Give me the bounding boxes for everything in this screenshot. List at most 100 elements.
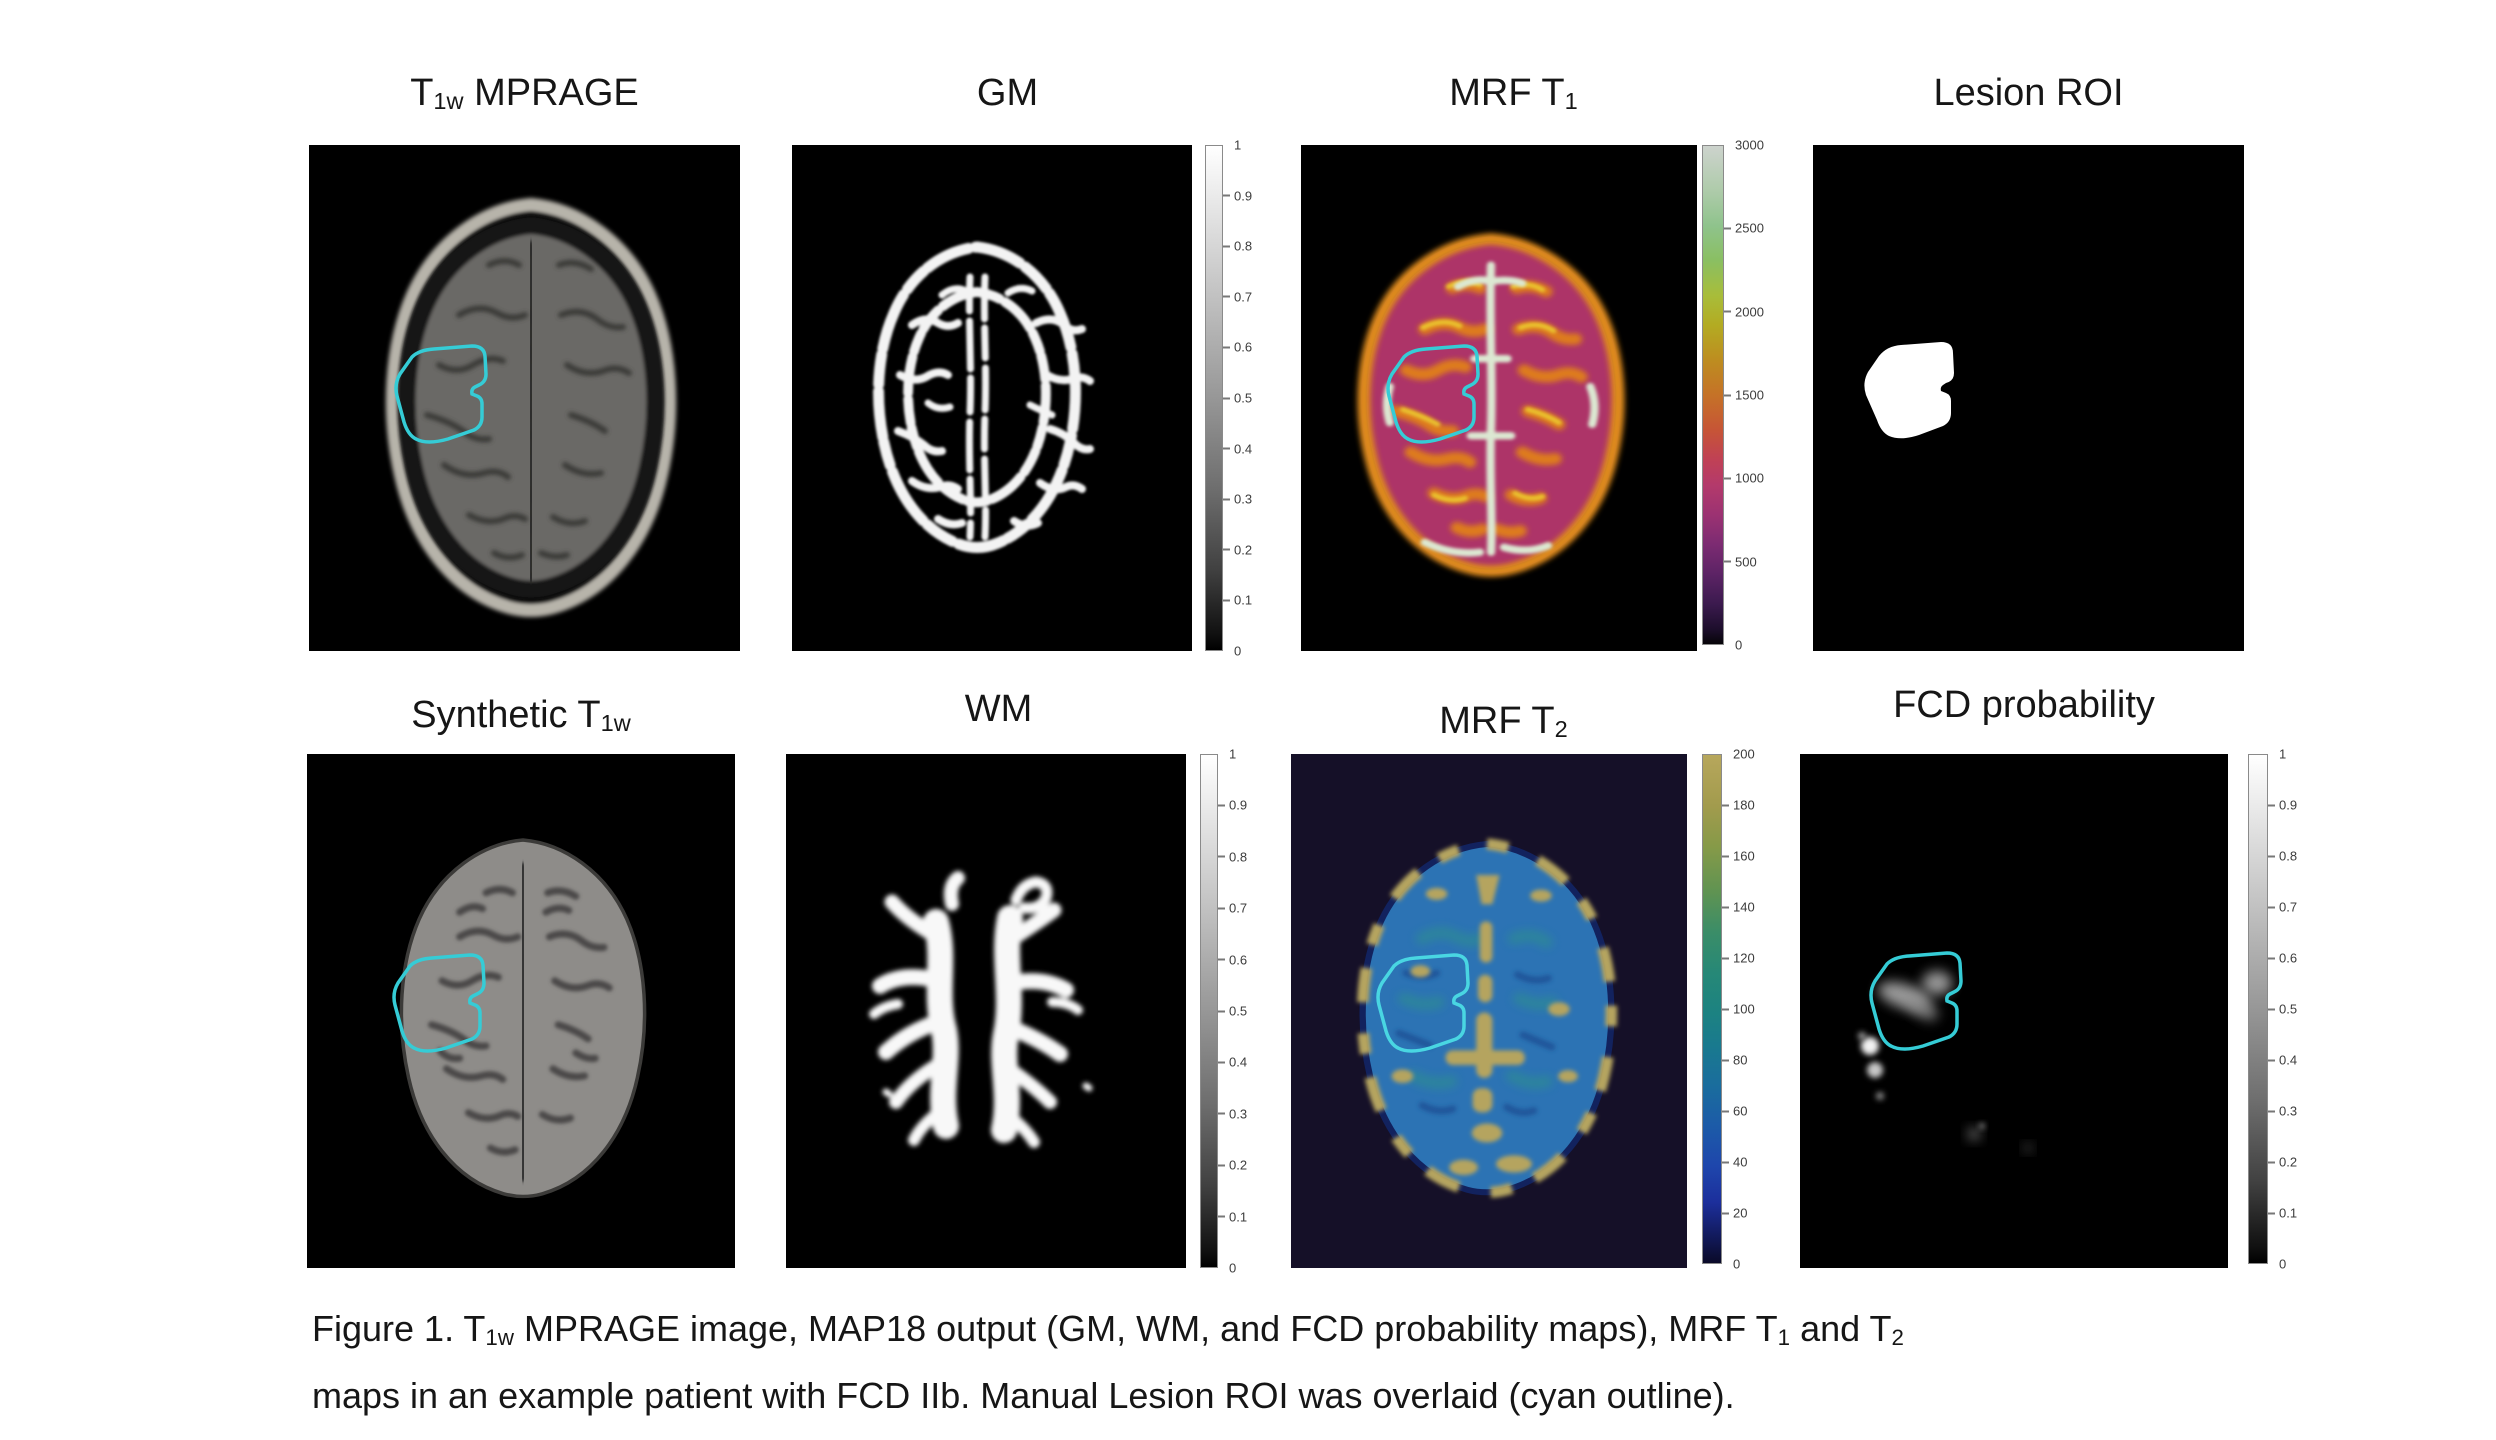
colorbar-tick: 60 [1722,1104,1747,1119]
colorbar-tick: 0.3 [1218,1106,1247,1121]
colorbar-tick: 0.3 [2268,1104,2297,1119]
colorbar-tick: 0.5 [2268,1002,2297,1017]
colorbar-tick: 0.4 [2268,1053,2297,1068]
mrf-t1-colorbar-ticks: 3000 2500 2000 1500 1000 500 0 [1724,138,1794,653]
panel-title-fcd-probability: FCD probability [1893,684,2155,726]
panel-image-t1w-mprage [309,145,740,651]
colorbar-tick: 0.6 [2268,951,2297,966]
figure-caption-line1: Figure 1. T1w MPRAGE image, MAP18 output… [312,1308,1904,1351]
colorbar-tick: 0.6 [1223,340,1252,355]
lesion-roi-outline [394,344,488,444]
colorbar-tick: 40 [1722,1155,1747,1170]
t1w-mprage-brain-image [385,197,677,617]
panel-title-mrf-t2: MRF T2 [1439,700,1568,743]
wm-colorbar-ticks: 1 0.9 0.8 0.7 0.6 0.5 0.4 0.3 0.2 0.1 0 [1218,747,1288,1276]
panel-title-lesion-roi: Lesion ROI [1933,72,2124,114]
colorbar-tick: 0 [2279,1256,2287,1272]
lesion-roi-mask-image [1864,342,1954,439]
colorbar-tick: 120 [1722,951,1755,966]
colorbar-tick: 80 [1722,1053,1747,1068]
colorbar-tick: 0.7 [1223,289,1252,304]
lesion-mask-blob [1864,342,1954,439]
colorbar-tick: 0.1 [2268,1206,2297,1221]
colorbar-tick: 0.2 [2268,1155,2297,1170]
panel-image-lesion-roi [1813,145,2244,651]
colorbar-tick: 0.4 [1223,441,1252,456]
colorbar-tick: 2000 [1724,304,1764,319]
colorbar-tick: 3000 [1735,137,1764,153]
panel-title-synthetic-t1w: Synthetic T1w [411,694,631,737]
panel-image-fcd-probability [1800,754,2228,1268]
colorbar-tick: 0.1 [1223,593,1252,608]
panel-image-mrf-t2 [1291,754,1687,1268]
colorbar-tick: 0.2 [1223,542,1252,557]
colorbar-tick: 0 [1735,637,1743,653]
colorbar-tick: 0.8 [1218,849,1247,864]
wm-colorbar-gradient [1200,754,1218,1268]
figure-caption: Figure 1. T1w MPRAGE image, MAP18 output… [312,1298,2102,1427]
lesion-roi-outline [1386,344,1480,444]
colorbar-tick: 0.7 [1218,901,1247,916]
colorbar-tick: 0.9 [1223,188,1252,203]
figure-caption-line2: maps in an example patient with FCD IIb.… [312,1375,1735,1416]
colorbar-tick: 0 [1229,1260,1237,1276]
colorbar-tick: 0.5 [1223,391,1252,406]
colorbar-tick: 0.5 [1218,1004,1247,1019]
colorbar-tick: 140 [1722,900,1755,915]
mrf-t1-colorbar: 3000 2500 2000 1500 1000 500 0 [1702,138,1764,653]
gm-map-image [873,241,1094,553]
gm-colorbar-gradient [1205,145,1223,651]
gm-colorbar-ticks: 1 0.9 0.8 0.7 0.6 0.5 0.4 0.3 0.2 0.1 0 [1223,138,1293,659]
lesion-roi-outline [1376,953,1470,1053]
wm-colorbar: 1 0.9 0.8 0.7 0.6 0.5 0.4 0.3 0.2 0.1 0 [1200,747,1247,1276]
panel-image-mrf-t1 [1301,145,1697,651]
colorbar-tick: 1 [1229,746,1237,762]
colorbar-tick: 0.9 [2268,798,2297,813]
colorbar-tick: 0.7 [2268,900,2297,915]
colorbar-tick: 1 [1234,137,1242,153]
mrf-t1-map-image [1357,233,1625,577]
colorbar-tick: 1 [2279,746,2287,762]
mrf-t2-colorbar: 200 180 160 140 120 100 80 60 40 20 0 [1702,747,1755,1272]
colorbar-tick: 0.9 [1218,798,1247,813]
colorbar-tick: 0.3 [1223,492,1252,507]
fcd-colorbar-ticks: 1 0.9 0.8 0.7 0.6 0.5 0.4 0.3 0.2 0.1 0 [2268,747,2338,1272]
colorbar-tick: 160 [1722,849,1755,864]
gm-colorbar: 1 0.9 0.8 0.7 0.6 0.5 0.4 0.3 0.2 0.1 0 [1205,138,1252,659]
colorbar-tick: 0 [1733,1256,1741,1272]
panel-title-t1w-mprage: T1w MPRAGE [410,72,639,115]
colorbar-tick: 200 [1733,746,1755,762]
colorbar-tick: 0.4 [1218,1055,1247,1070]
colorbar-tick: 0.1 [1218,1209,1247,1224]
colorbar-tick: 100 [1722,1002,1755,1017]
colorbar-tick: 20 [1722,1206,1747,1221]
fcd-colorbar: 1 0.9 0.8 0.7 0.6 0.5 0.4 0.3 0.2 0.1 0 [2248,747,2297,1272]
panel-image-gm [792,145,1192,651]
panel-image-synthetic-t1w [307,754,735,1268]
colorbar-tick: 0.8 [1223,239,1252,254]
mrf-t2-colorbar-ticks: 200 180 160 140 120 100 80 60 40 20 0 [1722,747,1792,1272]
mrf-t2-colorbar-gradient [1702,754,1722,1264]
mrf-t1-colorbar-gradient [1702,145,1724,645]
colorbar-tick: 500 [1724,554,1757,569]
mrf-t2-map-image [1356,838,1618,1198]
panel-image-wm [786,754,1186,1268]
colorbar-tick: 1000 [1724,471,1764,486]
synthetic-t1w-brain-image [392,838,647,1199]
panel-title-mrf-t1: MRF T1 [1449,72,1578,115]
lesion-roi-outline [392,953,486,1053]
colorbar-tick: 1500 [1724,388,1764,403]
panel-title-gm: GM [976,72,1039,114]
colorbar-tick: 0.8 [2268,849,2297,864]
wm-map-image [869,871,1093,1148]
lesion-roi-outline [1869,951,1963,1051]
colorbar-tick: 0.2 [1218,1158,1247,1173]
colorbar-tick: 0.6 [1218,952,1247,967]
panel-title-wm: WM [964,688,1033,730]
colorbar-tick: 0 [1234,643,1242,659]
colorbar-tick: 2500 [1724,221,1764,236]
fcd-probability-map-image [1858,951,2032,1152]
colorbar-tick: 180 [1722,798,1755,813]
fcd-colorbar-gradient [2248,754,2268,1264]
